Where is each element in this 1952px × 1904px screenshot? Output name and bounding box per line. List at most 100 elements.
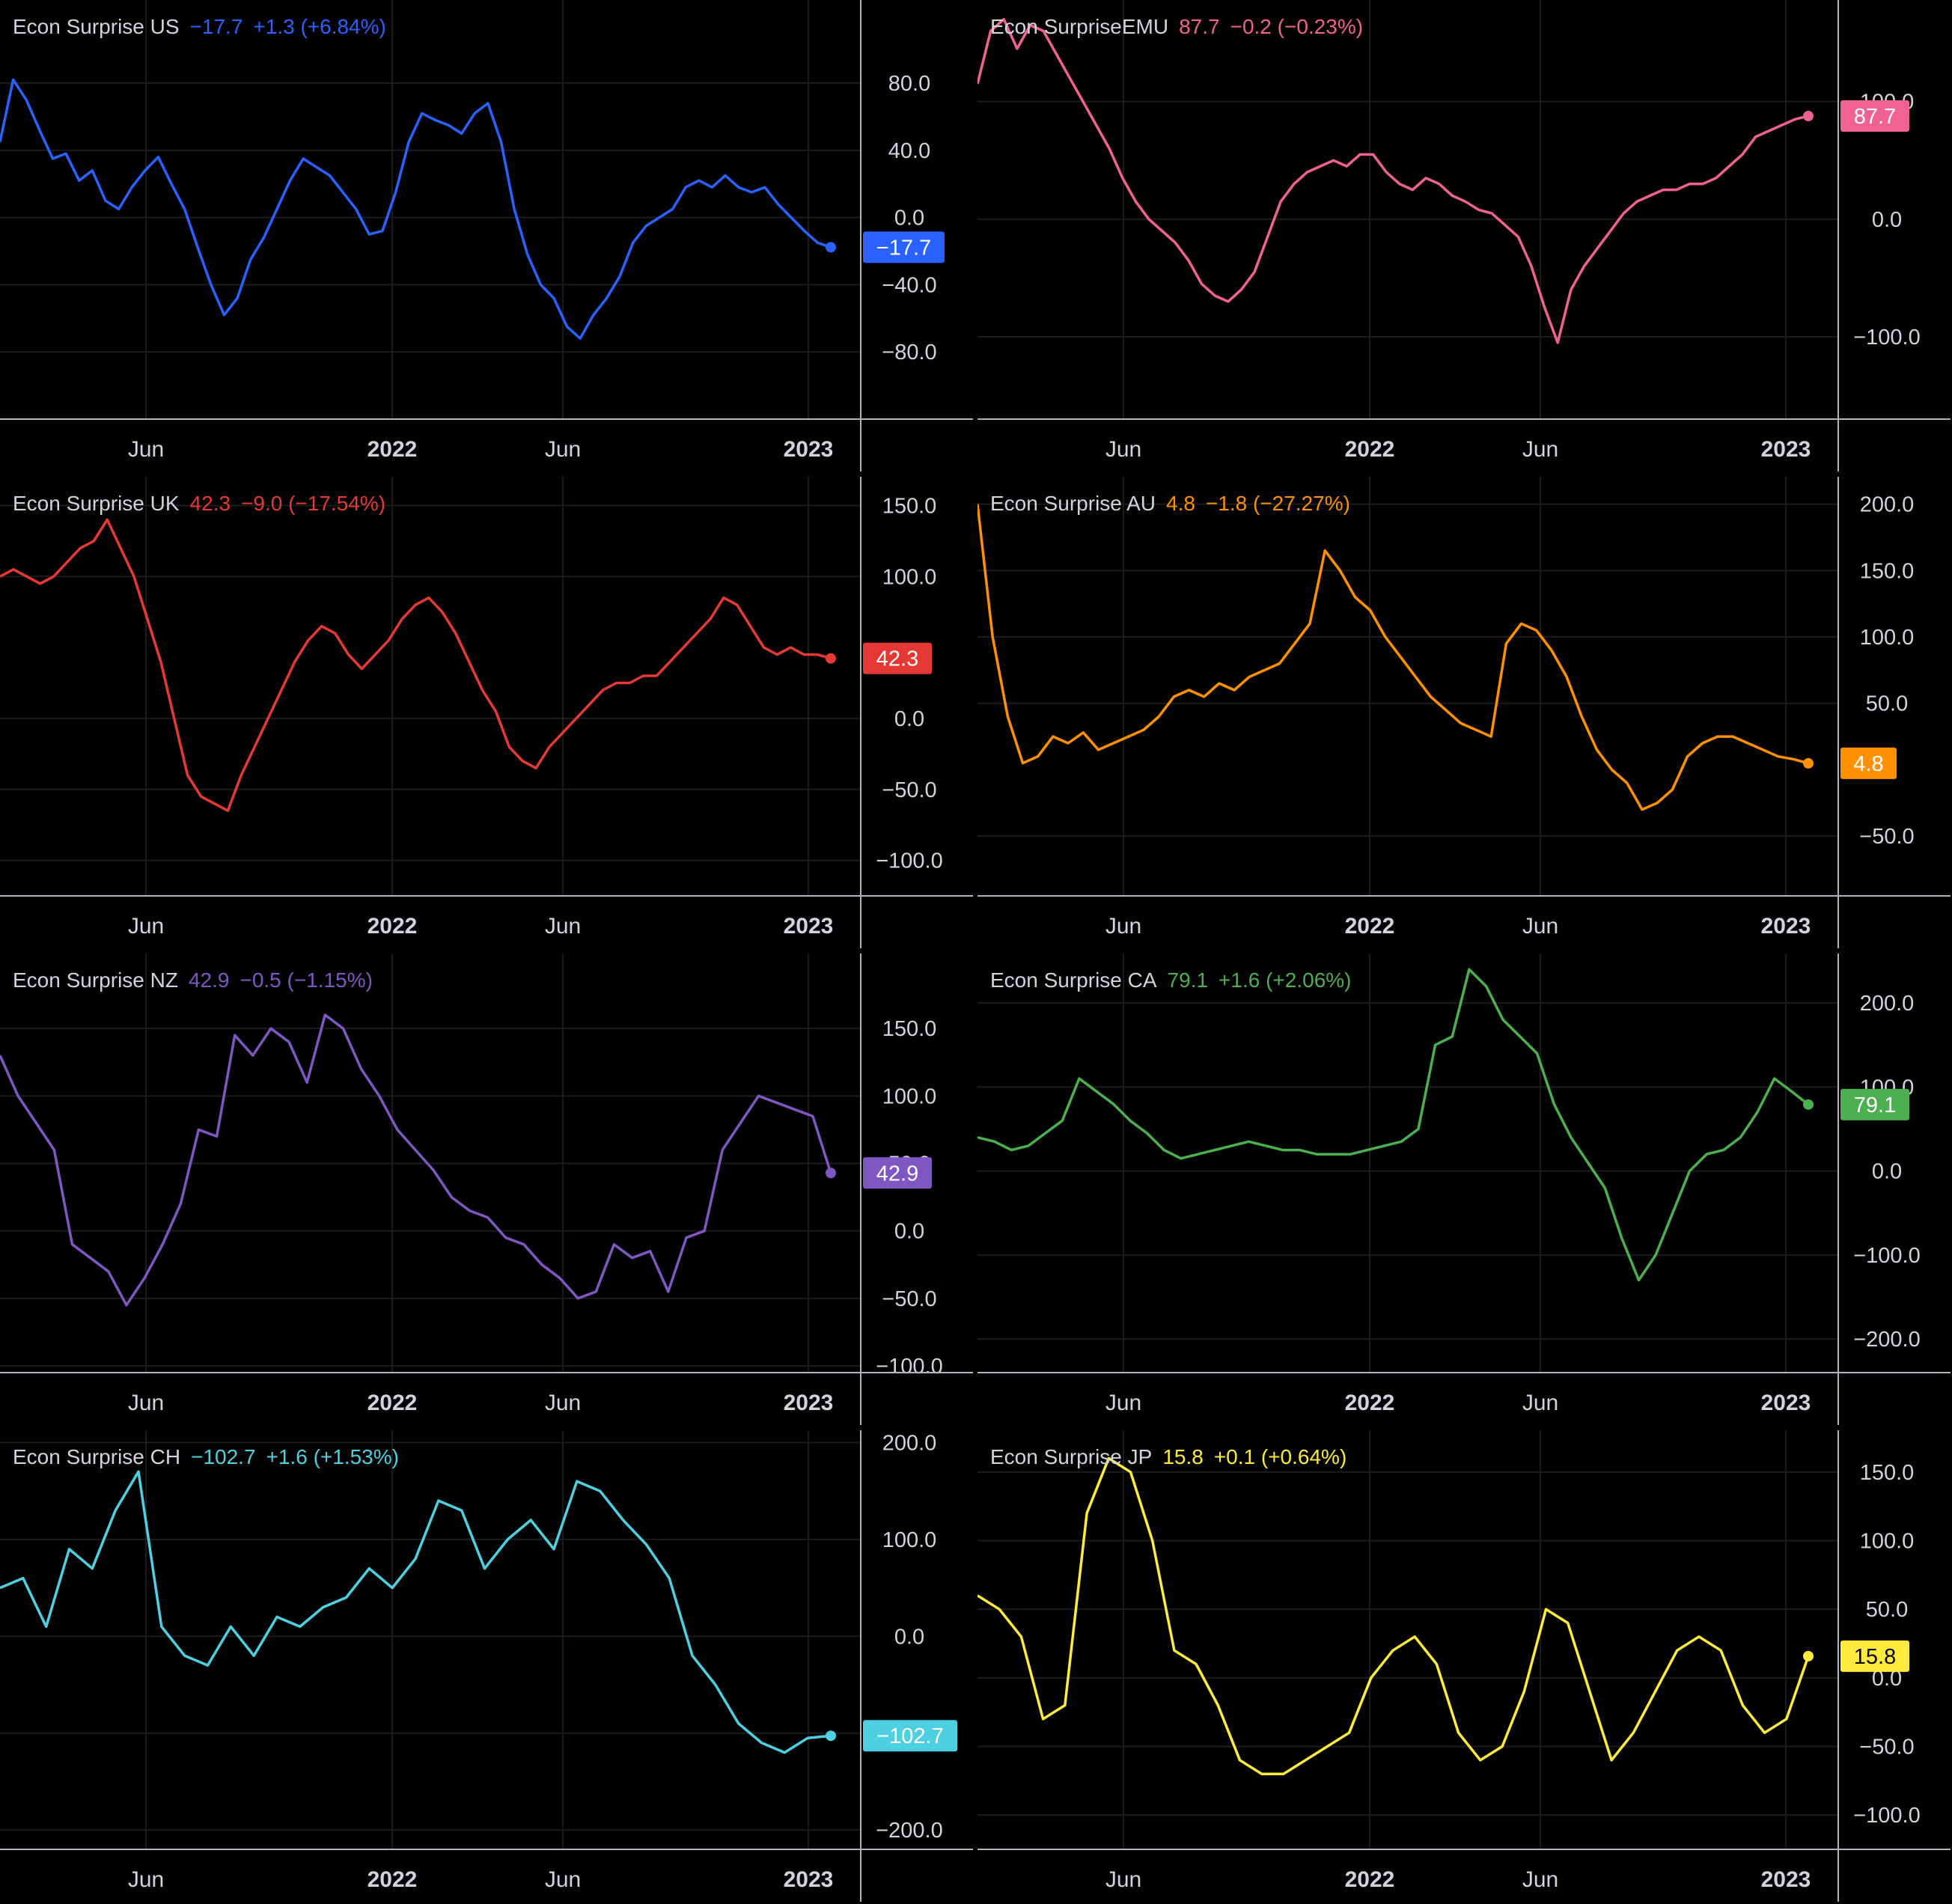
x-tick-label: 2023 <box>784 437 834 462</box>
y-tick-label: 0.0 <box>1872 208 1902 232</box>
series-change: −1.8 (−27.27%) <box>1205 492 1350 515</box>
last-value-label: 79.1 <box>1854 1093 1896 1117</box>
series-value: 87.7 <box>1179 15 1220 38</box>
last-value-dot <box>826 653 836 664</box>
y-tick-label: −50.0 <box>1859 1736 1914 1760</box>
series-line <box>0 1013 832 1307</box>
series-value: 42.9 <box>188 968 230 992</box>
y-tick-label: 50.0 <box>1866 1598 1908 1622</box>
x-tick-label: 2023 <box>1761 1391 1811 1415</box>
x-tick-label: Jun <box>128 1391 164 1415</box>
last-value-dot <box>826 242 836 253</box>
y-tick-label: −40.0 <box>882 273 936 297</box>
y-tick-label: −50.0 <box>882 1287 936 1311</box>
series-line <box>977 504 1809 811</box>
last-value-label: −102.7 <box>876 1724 944 1748</box>
y-tick-label: 80.0 <box>888 72 930 96</box>
series-value: 42.3 <box>189 492 231 515</box>
series-line <box>977 17 1809 344</box>
chart-panel: 150.0 100.0 0.0 −50.0 −100.0 Jun 2022 Jun 2023 42… <box>0 477 973 948</box>
chart-svg[interactable]: 200.0 150.0 100.0 50.0 −50.0 Jun 2022 Jun 2023 4.… <box>977 477 1951 948</box>
last-value-dot <box>826 1730 836 1742</box>
y-tick-label: −100.0 <box>1853 326 1921 350</box>
series-change: +0.1 (+0.64%) <box>1213 1445 1347 1468</box>
series-name: Econ Surprise UK <box>13 492 180 515</box>
last-value-dot <box>826 1168 836 1179</box>
y-tick-label: −100.0 <box>876 849 943 873</box>
chart-svg[interactable]: 200.0100.00.0−100.0−200.0Jun2022Jun2023−… <box>0 1430 973 1902</box>
chart-legend[interactable]: Econ Surprise AU 4.8 −1.8 (−27.27%) <box>990 492 1350 516</box>
chart-legend[interactable]: Econ Surprise CA 79.1 +1.6 (+2.06%) <box>990 968 1352 992</box>
last-value-label: −17.7 <box>876 236 931 260</box>
y-tick-label: −200.0 <box>1853 1328 1921 1352</box>
last-value-dot <box>1803 757 1814 769</box>
series-name: Econ Surprise AU <box>990 492 1156 515</box>
series-name: Econ Surprise JP <box>990 1445 1153 1468</box>
chart-legend[interactable]: Econ Surprise US −17.7 +1.3 (+6.84%) <box>13 15 386 39</box>
x-tick-label: Jun <box>1522 1391 1558 1415</box>
x-tick-label: Jun <box>1105 437 1141 462</box>
series-name: Econ Surprise CA <box>990 968 1157 992</box>
chart-legend[interactable]: Econ Surprise UK 42.3 −9.0 (−17.54%) <box>13 492 385 516</box>
x-tick-label: 2023 <box>1761 1867 1811 1892</box>
last-value-badge <box>1840 747 1897 779</box>
x-tick-label: 2022 <box>1345 914 1395 939</box>
y-tick-label: 0.0 <box>894 1220 924 1244</box>
x-tick-label: 2023 <box>784 914 834 939</box>
x-tick-label: Jun <box>1522 437 1558 462</box>
x-tick-label: Jun <box>545 1391 581 1415</box>
series-change: −0.2 (−0.23%) <box>1230 15 1364 38</box>
series-value: 4.8 <box>1166 492 1195 515</box>
x-tick-label: Jun <box>1105 1867 1141 1892</box>
x-tick-label: 2022 <box>367 914 418 939</box>
chart-panel: 200.0 150.0 100.0 50.0 −50.0 Jun 2022 Jun 2023 4.… <box>977 477 1951 948</box>
x-tick-label: Jun <box>128 437 164 462</box>
last-value-dot <box>1803 111 1814 122</box>
chart-legend[interactable]: Econ Surprise NZ 42.9 −0.5 (−1.15%) <box>13 968 373 992</box>
y-tick-label: −100.0 <box>1853 1804 1921 1828</box>
x-tick-label: 2022 <box>1345 1391 1395 1415</box>
x-tick-label: Jun <box>545 437 581 462</box>
chart-panel: 150.0100.050.00.0−50.0−100.0Jun2022Jun20… <box>0 953 973 1425</box>
y-tick-label: 150.0 <box>882 494 937 518</box>
x-tick-label: 2023 <box>784 1867 834 1892</box>
chart-panel: 200.0 100.0 0.0 −100.0 −200.0 Jun 2022 Jun 2023 7… <box>977 953 1951 1425</box>
chart-legend[interactable]: Econ Surprise CH −102.7 +1.6 (+1.53%) <box>13 1445 399 1469</box>
y-tick-label: 100.0 <box>882 1084 937 1108</box>
y-tick-label: −200.0 <box>876 1819 943 1843</box>
last-value-badge <box>863 1157 932 1189</box>
chart-svg[interactable]: 150.0100.050.00.0−50.0−100.0Jun2022Jun20… <box>0 953 973 1425</box>
series-value: 15.8 <box>1162 1445 1204 1468</box>
series-line <box>0 518 832 812</box>
x-tick-label: Jun <box>1522 914 1558 939</box>
y-tick-label: 100.0 <box>882 1528 937 1552</box>
series-value: −17.7 <box>189 15 243 38</box>
y-tick-label: −50.0 <box>882 778 936 802</box>
x-tick-label: 2023 <box>1761 914 1811 939</box>
series-change: +1.6 (+1.53%) <box>266 1445 399 1468</box>
last-value-badge <box>1840 100 1909 132</box>
x-tick-label: Jun <box>1522 1867 1558 1892</box>
y-tick-label: 0.0 <box>894 707 924 731</box>
last-value-label: 42.3 <box>876 647 918 671</box>
series-change: −0.5 (−1.15%) <box>240 968 373 992</box>
y-tick-label: −50.0 <box>1859 825 1914 849</box>
y-tick-label: −100.0 <box>876 1355 943 1379</box>
chart-svg[interactable]: 150.0 100.0 0.0 −50.0 −100.0 Jun 2022 Jun 2023 42… <box>0 477 973 948</box>
y-tick-label: 100.0 <box>882 565 937 589</box>
x-tick-label: 2022 <box>367 1391 418 1415</box>
series-name: Econ Surprise US <box>13 15 180 38</box>
y-tick-label: 150.0 <box>1860 559 1915 583</box>
series-change: +1.6 (+2.06%) <box>1219 968 1352 992</box>
chart-legend[interactable]: Econ Surprise JP 15.8 +0.1 (+0.64%) <box>990 1445 1346 1469</box>
last-value-label: 4.8 <box>1853 752 1883 776</box>
chart-svg[interactable]: 80.0 40.0 0.0 −40.0 −80.0 Jun 2022 Jun 2023 −17.7 <box>0 0 973 472</box>
last-value-dot <box>1803 1650 1814 1662</box>
chart-legend[interactable]: Econ SurpriseEMU 87.7 −0.2 (−0.23%) <box>990 15 1363 39</box>
y-tick-label: 0.0 <box>1872 1160 1902 1184</box>
